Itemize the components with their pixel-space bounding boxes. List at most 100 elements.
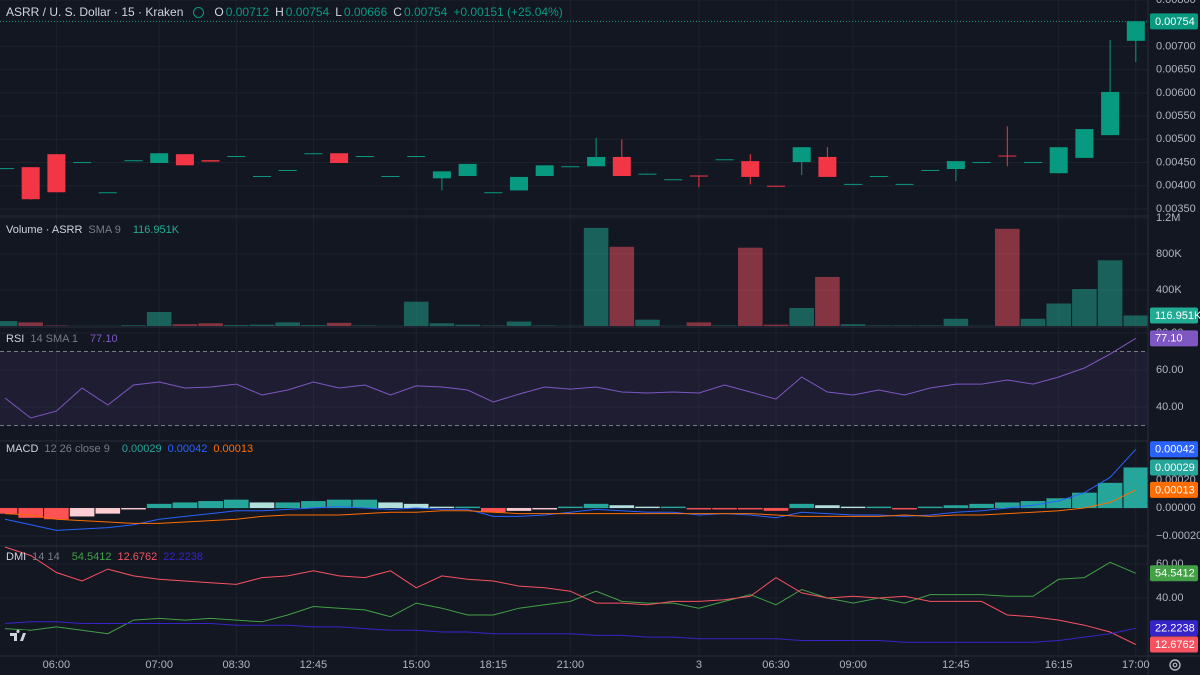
x-tick-label: 06:30 <box>762 659 790 671</box>
value-box <box>1150 565 1198 582</box>
x-tick-label: 12:45 <box>942 659 970 671</box>
volume-bar <box>789 307 814 326</box>
y-tick-label: −0.00020 <box>1156 530 1200 542</box>
macd-histogram-bar <box>146 503 172 509</box>
candle-body <box>355 156 374 158</box>
candle-body <box>741 161 760 177</box>
volume-bar <box>455 324 480 326</box>
value-box <box>1150 459 1198 476</box>
y-tick-label: 0.00450 <box>1156 156 1196 168</box>
indicator-params: 14 14 <box>32 551 60 563</box>
symbol-title[interactable]: ASRR / U. S. Dollar · 15 · Kraken <box>6 5 184 19</box>
volume-bar <box>635 319 660 326</box>
macd-histogram-bar <box>995 502 1020 509</box>
x-tick-label: 21:00 <box>557 659 585 671</box>
indicator-params: 12 26 close 9 <box>44 443 110 455</box>
macd-histogram-bar <box>95 508 121 514</box>
indicator-title[interactable]: MACD <box>6 443 39 455</box>
gear[interactable] <box>1169 659 1181 671</box>
candle-body <box>818 156 837 177</box>
y-tick-label: 400K <box>1156 284 1182 296</box>
macd-histogram-bar <box>763 508 789 511</box>
gear-hub[interactable] <box>1172 662 1178 668</box>
x-tick-label: 18:15 <box>480 659 508 671</box>
candle-body <box>638 173 657 175</box>
macd-histogram-bar <box>660 506 686 509</box>
settings-icon[interactable] <box>1169 659 1181 671</box>
x-tick-label: 16:15 <box>1045 659 1073 671</box>
macd-histogram-bar <box>506 508 532 511</box>
macd-histogram-bar <box>532 508 557 510</box>
candle-body <box>227 156 246 158</box>
macd-histogram-bar <box>840 506 866 509</box>
volume-bar <box>198 323 223 326</box>
macd-histogram-bar <box>1020 501 1046 509</box>
volume-bar <box>686 322 712 326</box>
candle-body <box>98 192 117 194</box>
macd-histogram-bar <box>326 499 352 509</box>
ohlc-value: 0.00754 <box>285 5 330 19</box>
candle-body <box>201 160 220 162</box>
x-tick-label: 08:30 <box>223 659 251 671</box>
indicator-title[interactable]: DMI <box>6 551 27 563</box>
indicator-value: 0.00013 <box>213 443 254 455</box>
grid-layer <box>0 0 1200 655</box>
macd-histogram-bar <box>1046 498 1071 509</box>
indicator-line <box>4 337 1137 419</box>
candle-body <box>0 168 14 170</box>
candle-body <box>998 155 1017 157</box>
macd-histogram-bar <box>558 506 583 509</box>
candle-body <box>895 183 914 185</box>
y-tick-label: 40.00 <box>1156 592 1184 604</box>
y-tick-label: 0.00400 <box>1156 180 1196 192</box>
macd-histogram-bar <box>429 506 455 509</box>
y-tick-label: 800K <box>1156 248 1182 260</box>
macd-histogram-bar <box>609 505 635 509</box>
candle-body <box>253 175 271 177</box>
volume-bar <box>172 324 198 326</box>
candle-body <box>689 175 708 177</box>
macd-histogram-bar <box>455 506 480 509</box>
macd-histogram-bar <box>481 508 506 513</box>
candle-body <box>304 153 323 155</box>
macd-histogram-bar <box>738 508 763 510</box>
volume-bar <box>121 325 146 326</box>
marks-layer <box>0 20 1149 645</box>
value-box-label: 22.2238 <box>1155 623 1195 635</box>
volume-bar <box>1020 318 1046 326</box>
price-legend: ASRR / U. S. Dollar · 15 · Kraken O 0.007… <box>6 5 563 19</box>
macd-histogram-bar <box>44 508 69 520</box>
ohlc-key: C <box>393 5 402 19</box>
indicator-value: 116.951K <box>132 224 180 236</box>
candle-body <box>432 171 451 179</box>
macd-histogram-bar <box>275 502 300 509</box>
indicator-line <box>4 621 1136 643</box>
dmi-legend: DMI 14 14 54.5412 12.6762 22.2238 <box>6 551 203 563</box>
macd-histogram-bar <box>583 503 609 509</box>
indicator-title[interactable]: Volume · ASRR <box>6 224 83 236</box>
logo-glyph <box>10 629 26 641</box>
y-tick-label: 1.2M <box>1156 212 1180 224</box>
indicator-title[interactable]: RSI <box>6 333 25 345</box>
ohlc-low: L 0.00666 <box>335 5 387 19</box>
ohlc-close: C 0.00754 <box>393 5 447 19</box>
candle-body <box>1075 129 1094 158</box>
value-box-label: 54.5412 <box>1155 568 1195 580</box>
y-tick-label: 60.00 <box>1156 364 1184 376</box>
macd-line <box>4 448 1137 531</box>
candle-body <box>587 156 606 167</box>
volume-bar <box>583 227 609 326</box>
ohlc-key: L <box>335 5 342 19</box>
candle-body <box>921 169 940 171</box>
candle-body <box>767 185 785 187</box>
candle-body <box>47 154 66 193</box>
x-tick-label: 07:00 <box>145 659 173 671</box>
tv-logo <box>8 629 28 644</box>
candle-body <box>1126 21 1145 41</box>
value-box-label: 0.00029 <box>1155 462 1195 474</box>
candle-body <box>278 169 297 171</box>
volume-bar <box>1097 260 1123 326</box>
value-box-label: 77.10 <box>1155 333 1183 345</box>
volume-bar <box>840 324 866 326</box>
